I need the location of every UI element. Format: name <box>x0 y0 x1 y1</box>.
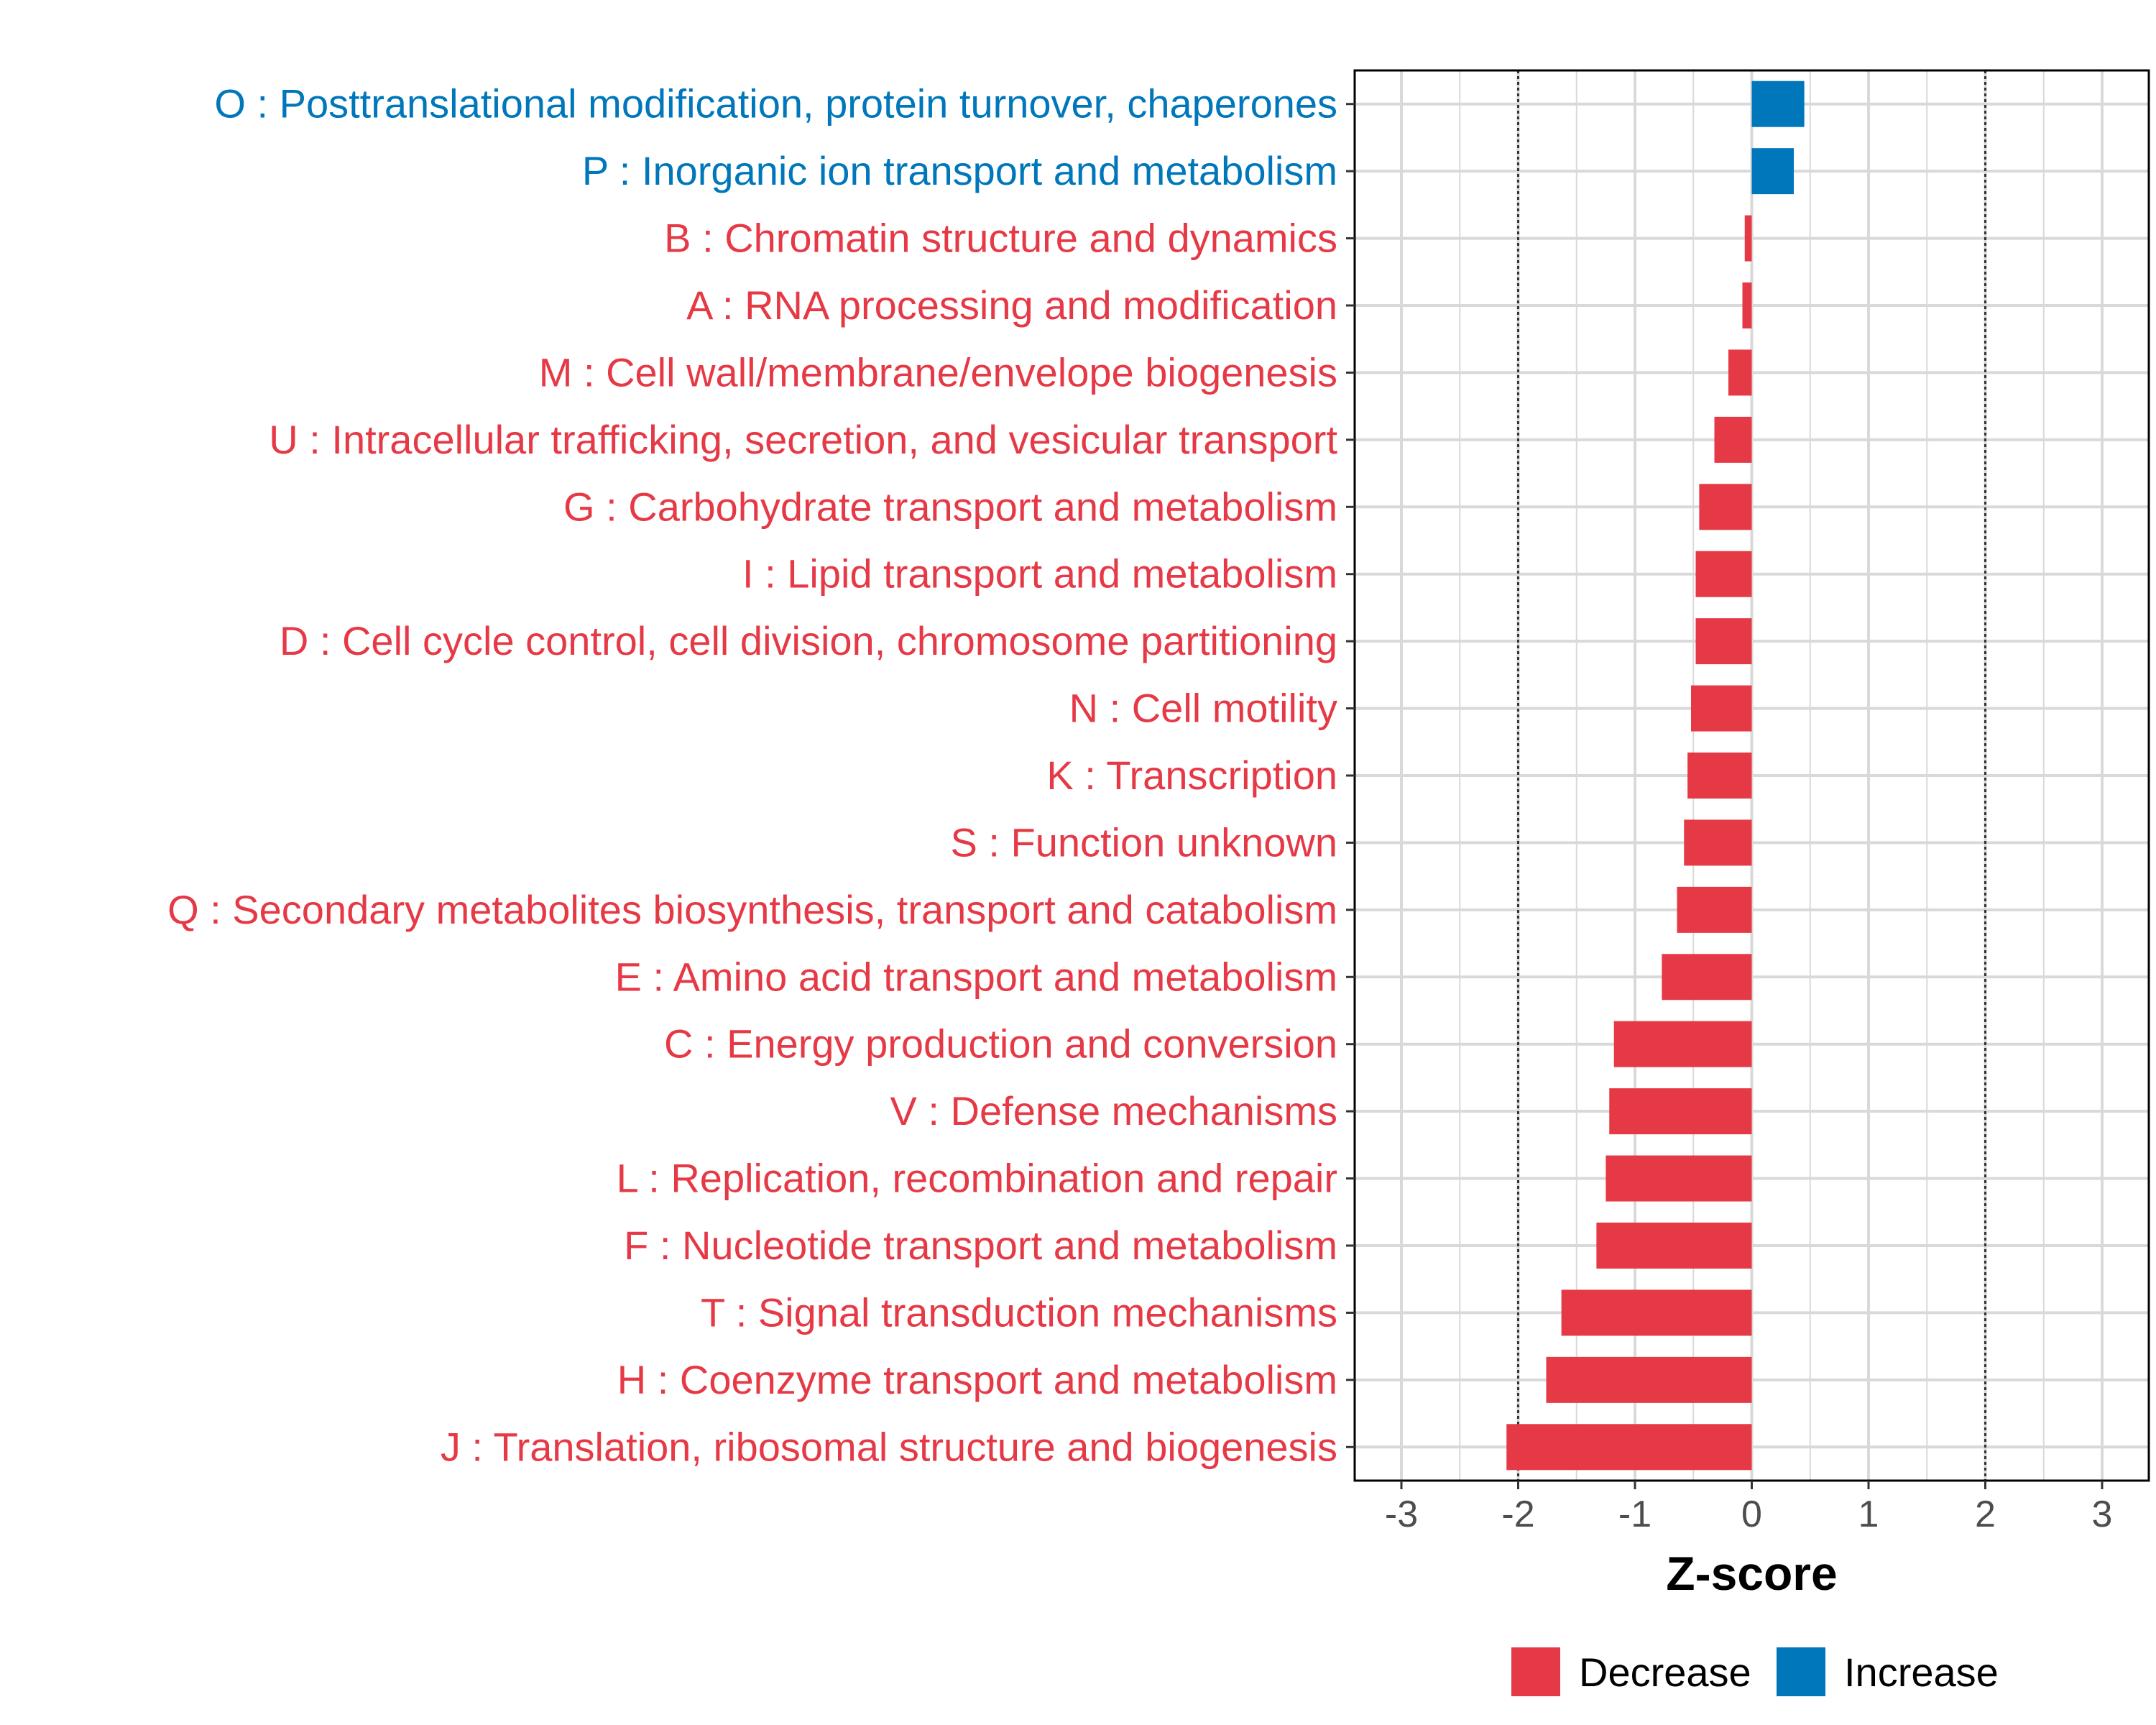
bar <box>1695 618 1752 665</box>
category-labels: O : Posttranslational modification, prot… <box>167 81 1337 1470</box>
bar <box>1728 349 1752 396</box>
bar <box>1751 80 1805 127</box>
bar <box>1561 1289 1752 1336</box>
bars <box>1506 80 1805 1471</box>
x-tick-label: -3 <box>1385 1494 1418 1535</box>
legend-key-increase <box>1777 1647 1825 1696</box>
bar <box>1751 148 1794 195</box>
bar <box>1714 416 1752 463</box>
legend-key-decrease <box>1511 1647 1560 1696</box>
category-label: P : Inorganic ion transport and metaboli… <box>582 148 1337 193</box>
legend: Decrease Increase <box>1511 1647 1999 1696</box>
x-axis-ticks: -3 -2 -1 0 1 2 3 <box>1385 1481 2113 1535</box>
bar <box>1506 1424 1752 1471</box>
category-label: O : Posttranslational modification, prot… <box>214 81 1337 126</box>
category-label: B : Chromatin structure and dynamics <box>664 216 1337 261</box>
bar <box>1684 819 1752 866</box>
bar <box>1606 1155 1752 1202</box>
bar <box>1546 1356 1752 1403</box>
bar <box>1687 753 1752 799</box>
bar <box>1742 282 1752 328</box>
y-axis-ticks <box>1346 103 1355 1448</box>
legend-label-decrease: Decrease <box>1579 1650 1751 1695</box>
category-label: A : RNA processing and modification <box>686 282 1337 328</box>
category-label: N : Cell motility <box>1069 686 1337 731</box>
category-label: D : Cell cycle control, cell division, c… <box>280 618 1337 663</box>
category-label: M : Cell wall/membrane/envelope biogenes… <box>539 349 1337 395</box>
category-label: K : Transcription <box>1046 753 1337 798</box>
x-tick-label: 1 <box>1858 1494 1879 1535</box>
x-tick-label: 3 <box>2092 1494 2113 1535</box>
category-label: I : Lipid transport and metabolism <box>742 551 1337 597</box>
bar <box>1677 886 1752 933</box>
x-tick-label: -2 <box>1501 1494 1534 1535</box>
category-label: Q : Secondary metabolites biosynthesis, … <box>167 887 1337 932</box>
category-label: T : Signal transduction mechanisms <box>701 1289 1337 1335</box>
bar <box>1662 954 1752 1000</box>
category-label: C : Energy production and conversion <box>664 1021 1337 1067</box>
category-label: E : Amino acid transport and metabolism <box>615 954 1337 999</box>
x-tick-label: 2 <box>1975 1494 1996 1535</box>
bar <box>1744 215 1752 262</box>
category-label: U : Intracellular trafficking, secretion… <box>269 417 1337 462</box>
category-label: H : Coenzyme transport and metabolism <box>617 1357 1337 1402</box>
bar <box>1695 551 1752 597</box>
bar <box>1596 1223 1752 1269</box>
legend-label-increase: Increase <box>1844 1650 1999 1695</box>
category-label: L : Replication, recombination and repai… <box>617 1156 1337 1201</box>
category-label: V : Defense mechanisms <box>890 1088 1337 1133</box>
category-label: S : Function unknown <box>950 819 1337 865</box>
reference-lines <box>1517 70 1986 1481</box>
bar <box>1691 685 1752 732</box>
x-tick-label: -1 <box>1618 1494 1651 1535</box>
bar <box>1613 1021 1752 1067</box>
bar <box>1699 484 1752 530</box>
category-label: F : Nucleotide transport and metabolism <box>624 1223 1337 1268</box>
bar <box>1609 1088 1752 1135</box>
category-label: J : Translation, ribosomal structure and… <box>441 1424 1337 1469</box>
x-tick-label: 0 <box>1741 1494 1762 1535</box>
category-label: G : Carbohydrate transport and metabolis… <box>563 484 1337 529</box>
x-axis-title: Z-score <box>1666 1547 1837 1600</box>
